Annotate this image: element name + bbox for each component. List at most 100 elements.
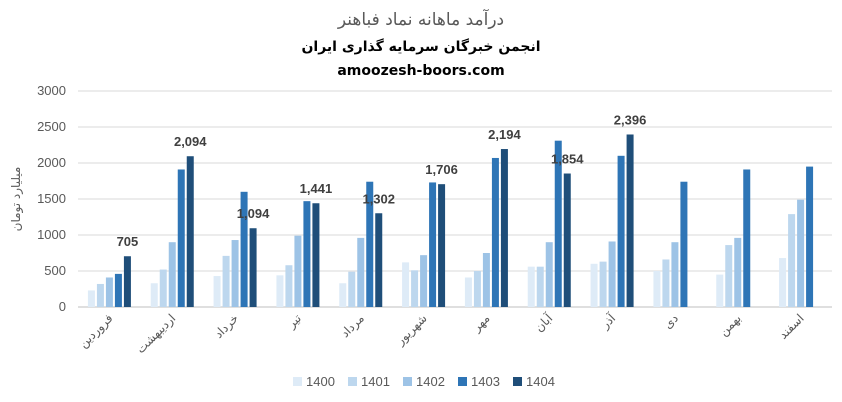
category-label: فروردین	[76, 311, 116, 351]
bar-1402	[671, 242, 679, 307]
chart-source-site: amoozesh-boors.com	[337, 63, 504, 79]
y-tick-label: 1000	[37, 227, 66, 242]
category-label: مرداد	[338, 311, 368, 341]
legend-swatch	[293, 377, 302, 386]
bar-1402	[545, 242, 553, 307]
data-label: 1,441	[300, 181, 333, 196]
bar-1401	[159, 269, 167, 307]
bar-1402	[608, 241, 616, 307]
bar-1402	[168, 242, 176, 307]
chart-title: درآمد ماهانه نماد فباهنر	[337, 8, 504, 30]
bar-1400	[464, 277, 472, 307]
category-label: تیر	[284, 311, 305, 332]
bar-1400	[213, 276, 221, 307]
bar-1403	[554, 140, 562, 307]
bar-1400	[653, 271, 661, 307]
data-label: 2,194	[488, 127, 521, 142]
bar-1401	[222, 255, 230, 307]
bar-1400	[527, 266, 535, 307]
category-label: مهر	[469, 311, 493, 335]
data-label: 1,094	[237, 206, 270, 221]
y-tick-label: 2500	[37, 119, 66, 134]
category-label: شهریور	[393, 311, 431, 349]
bar-1401	[411, 270, 419, 307]
bar-1400	[779, 258, 787, 307]
bar-1401	[536, 266, 544, 307]
y-axis-label: میلیارد تومان	[9, 167, 24, 232]
chart-subtitle: انجمن خبرگان سرمایه گذاری ایران	[301, 38, 540, 55]
bar-1403	[366, 181, 374, 307]
data-label: 1,706	[425, 162, 458, 177]
bar-1403	[429, 182, 437, 307]
bar-1404	[438, 184, 446, 307]
y-tick-label: 1500	[37, 191, 66, 206]
bar-1402	[797, 199, 805, 307]
legend-label: 1400	[306, 374, 335, 389]
legend-swatch	[513, 377, 522, 386]
legend-label: 1401	[361, 374, 390, 389]
bar-1404	[249, 228, 257, 307]
data-label: 1,854	[551, 152, 584, 167]
bar-1401	[348, 271, 356, 307]
data-label: 705	[117, 234, 139, 249]
bar-1403	[114, 273, 122, 307]
bar-1402	[420, 255, 428, 307]
legend-swatch	[348, 377, 357, 386]
bar-1401	[96, 283, 104, 307]
bar-1401	[662, 259, 670, 307]
bar-1404	[312, 203, 320, 307]
bar-1401	[788, 214, 796, 307]
category-label: اردیبهشت	[134, 311, 180, 357]
y-tick-label: 0	[59, 299, 66, 314]
data-label: 2,094	[174, 134, 207, 149]
bar-1401	[473, 271, 481, 307]
category-label: خرداد	[211, 311, 241, 341]
legend-label: 1402	[416, 374, 445, 389]
y-tick-label: 500	[44, 263, 66, 278]
bar-1400	[339, 283, 347, 307]
bar-1402	[482, 253, 490, 307]
category-label: آذر	[597, 310, 620, 333]
legend-label: 1404	[526, 374, 555, 389]
bar-1402	[105, 277, 113, 307]
bar-1400	[87, 290, 95, 307]
bar-1400	[402, 262, 410, 307]
bar-1404	[186, 156, 194, 307]
bar-1403	[617, 155, 625, 307]
bar-1404	[500, 149, 508, 307]
bar-1401	[285, 265, 293, 307]
bar-1403	[240, 191, 248, 307]
category-label: آبان	[531, 310, 556, 335]
data-label: 1,302	[362, 191, 395, 206]
bar-1402	[231, 240, 239, 307]
bar-1401	[599, 261, 607, 307]
bar-1402	[294, 235, 302, 307]
bar-1403	[303, 201, 311, 307]
bar-1400	[590, 263, 598, 307]
category-label: دی	[661, 311, 681, 331]
bar-1402	[357, 237, 365, 307]
bar-1400	[276, 275, 284, 307]
bar-1404	[375, 213, 383, 307]
data-label: 2,396	[614, 112, 647, 127]
bar-1403	[680, 181, 688, 307]
legend-swatch	[458, 377, 467, 386]
bar-1404	[123, 256, 131, 307]
bar-1404	[563, 173, 571, 307]
bar-1402	[734, 237, 742, 307]
bar-1403	[806, 166, 814, 307]
category-label: بهمن	[716, 311, 744, 339]
y-tick-label: 2000	[37, 155, 66, 170]
bar-1401	[725, 245, 733, 307]
bar-1400	[716, 274, 724, 307]
bar-1403	[743, 169, 751, 307]
legend-swatch	[403, 377, 412, 386]
bar-1403	[177, 169, 185, 307]
bar-1400	[150, 283, 158, 307]
y-tick-label: 3000	[37, 83, 66, 98]
bar-1404	[626, 134, 634, 307]
category-label: اسفند	[776, 311, 807, 342]
bar-1403	[491, 157, 499, 307]
legend-label: 1403	[471, 374, 500, 389]
